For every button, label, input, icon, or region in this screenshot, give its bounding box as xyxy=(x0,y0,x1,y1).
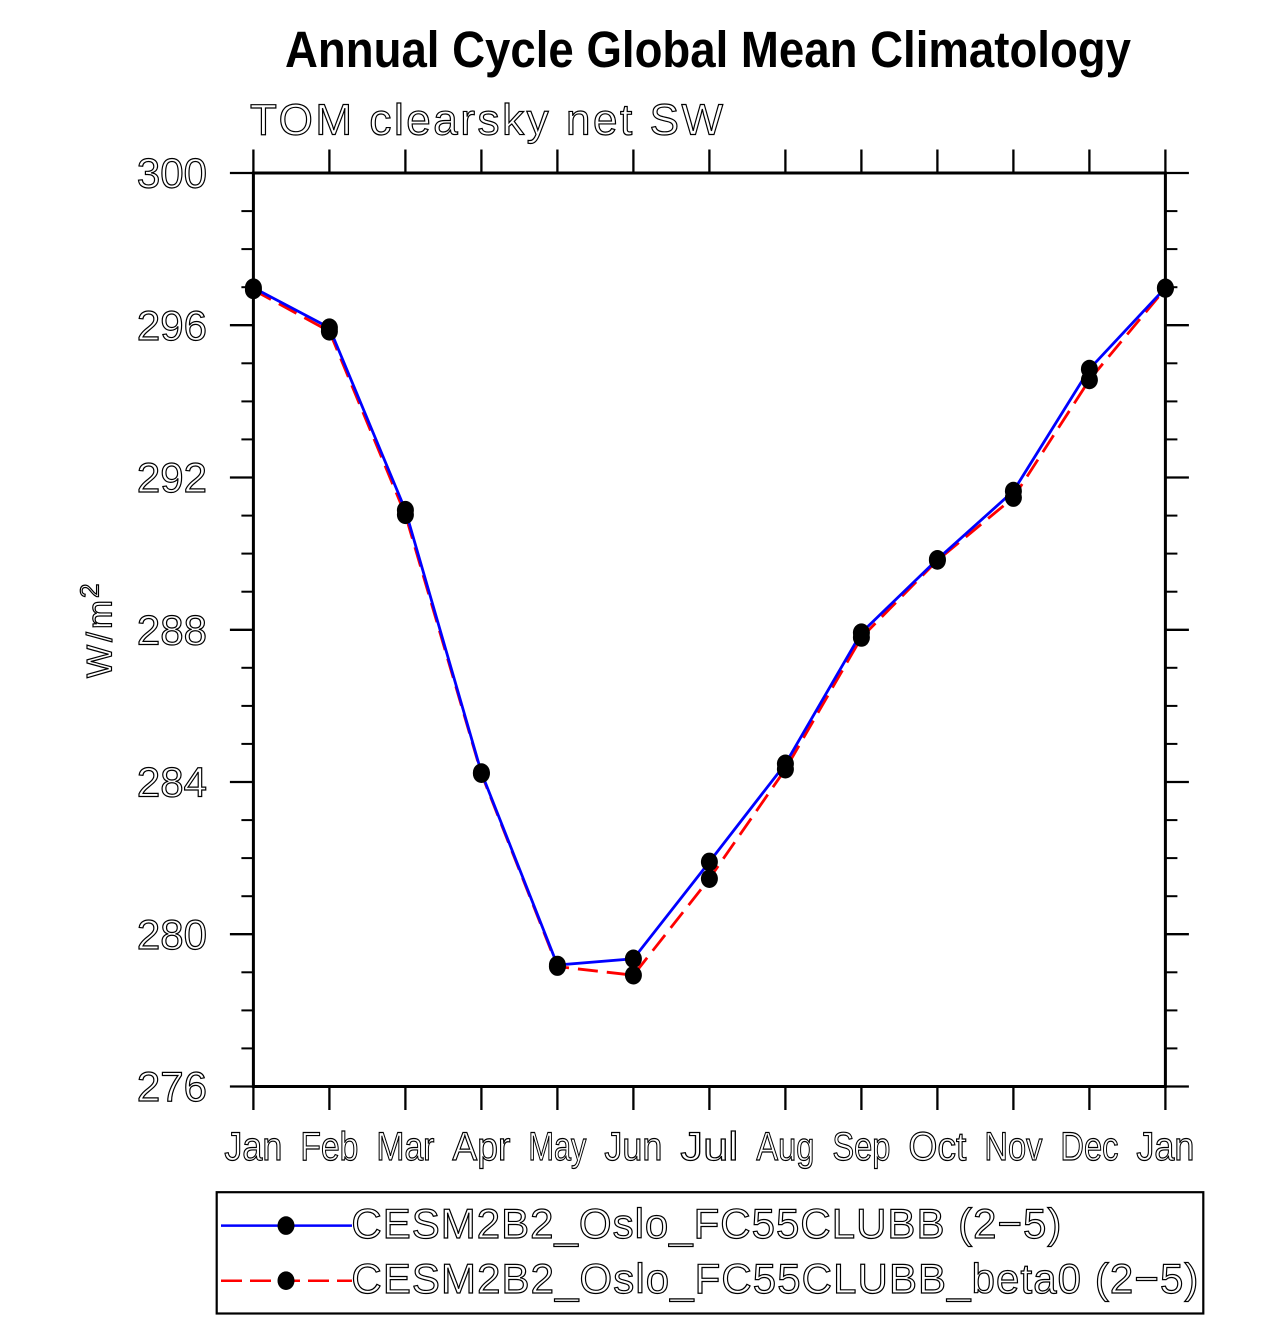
svg-text:Feb: Feb xyxy=(300,1125,358,1169)
svg-text:Annual Cycle Global Mean Clima: Annual Cycle Global Mean Climatology xyxy=(285,21,1132,78)
svg-text:280: 280 xyxy=(137,911,207,958)
svg-text:Jul: Jul xyxy=(680,1125,738,1169)
svg-text:Aug: Aug xyxy=(756,1125,814,1169)
svg-text:Jan: Jan xyxy=(224,1125,282,1169)
svg-text:Nov: Nov xyxy=(984,1125,1042,1169)
svg-text:CESM2B2_Oslo_FC55CLUBB_beta0 (: CESM2B2_Oslo_FC55CLUBB_beta0 (2−5) xyxy=(351,1255,1198,1302)
svg-text:Sep: Sep xyxy=(832,1125,890,1169)
svg-text:Apr: Apr xyxy=(452,1125,510,1169)
svg-text:TOM clearsky net SW: TOM clearsky net SW xyxy=(250,96,723,145)
svg-text:276: 276 xyxy=(137,1063,207,1110)
svg-text:2: 2 xyxy=(75,584,105,598)
svg-text:CESM2B2_Oslo_FC55CLUBB (2−5): CESM2B2_Oslo_FC55CLUBB (2−5) xyxy=(351,1200,1061,1247)
svg-text:Jan: Jan xyxy=(1136,1125,1194,1169)
svg-text:Mar: Mar xyxy=(376,1125,434,1169)
svg-text:Dec: Dec xyxy=(1060,1125,1118,1169)
svg-text:288: 288 xyxy=(137,606,207,653)
svg-text:May: May xyxy=(528,1125,586,1169)
svg-text:Oct: Oct xyxy=(908,1125,966,1169)
svg-text:284: 284 xyxy=(137,759,207,806)
svg-text:W/m: W/m xyxy=(81,600,120,678)
svg-text:300: 300 xyxy=(137,150,207,197)
svg-text:292: 292 xyxy=(137,454,207,501)
svg-text:296: 296 xyxy=(137,302,207,349)
svg-text:Jun: Jun xyxy=(604,1125,662,1169)
